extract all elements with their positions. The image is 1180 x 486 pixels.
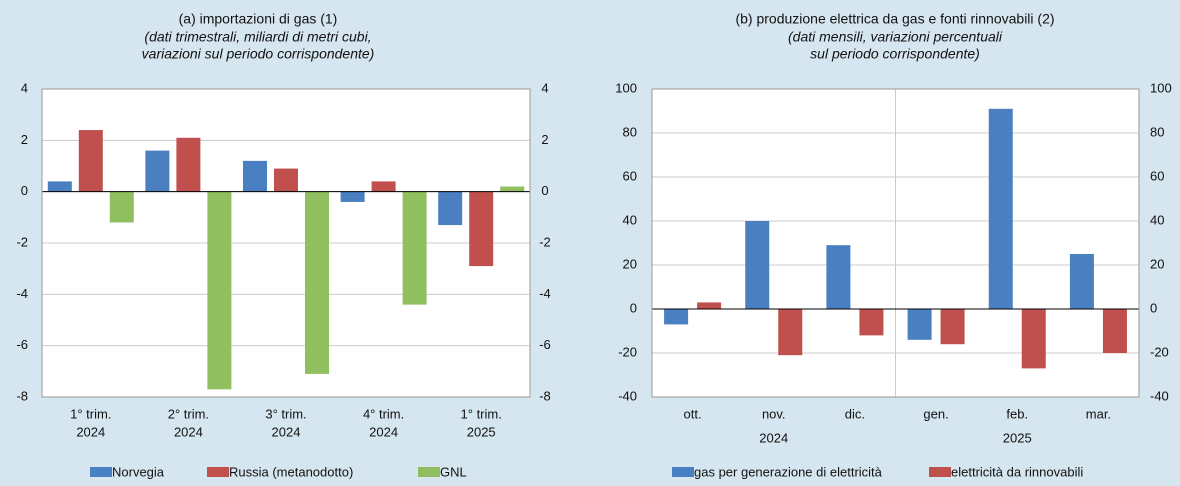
x-tick-label: gen. <box>923 406 948 421</box>
legend-swatch <box>418 467 440 477</box>
y-tick-label: -8 <box>16 388 28 403</box>
y2-tick-label: 100 <box>1150 80 1172 95</box>
legend-label: Russia (metanodotto) <box>229 464 353 479</box>
y-tick-label: 40 <box>623 212 637 227</box>
legend-swatch <box>672 467 694 477</box>
y-tick-label: -2 <box>16 234 28 249</box>
legend-swatch <box>207 467 229 477</box>
group-label: 2024 <box>759 430 788 445</box>
legend-swatch <box>90 467 112 477</box>
y-tick-label: 60 <box>623 168 637 183</box>
bar <box>243 160 267 192</box>
y-tick-label: -40 <box>618 388 637 403</box>
x-tick-label: feb. <box>1006 406 1028 421</box>
y2-tick-label: 0 <box>541 183 548 198</box>
bar <box>469 191 494 267</box>
bar <box>940 309 965 345</box>
y2-tick-label: -6 <box>539 337 551 352</box>
bar <box>145 150 170 192</box>
bar <box>47 181 72 192</box>
y-tick-label: 0 <box>630 300 637 315</box>
y-tick-label: -6 <box>16 337 28 352</box>
y2-tick-label: -40 <box>1150 388 1169 403</box>
x-tick-label: 2° trim. <box>168 406 209 421</box>
x-tick-label: ott. <box>684 406 702 421</box>
bar <box>207 191 232 390</box>
x-tick-label: 2024 <box>272 424 301 439</box>
y-tick-label: 100 <box>615 80 637 95</box>
y-tick-label: 2 <box>21 132 28 147</box>
bar <box>826 245 851 309</box>
group-label: 2025 <box>1003 430 1032 445</box>
bar <box>176 137 201 192</box>
y2-tick-label: 4 <box>541 80 548 95</box>
bar <box>109 191 134 223</box>
bar <box>402 191 427 305</box>
y2-tick-label: 0 <box>1150 300 1157 315</box>
x-tick-label: 4° trim. <box>363 406 404 421</box>
bar <box>697 302 722 309</box>
y2-tick-label: -20 <box>1150 344 1169 359</box>
bar <box>745 221 770 309</box>
bar <box>500 186 525 192</box>
x-tick-label: mar. <box>1086 406 1111 421</box>
legend-label: Norvegia <box>112 464 165 479</box>
chart-subtitle: (dati mensili, variazioni percentuali <box>788 29 1003 45</box>
y2-tick-label: -4 <box>539 286 551 301</box>
y2-tick-label: 2 <box>541 132 548 147</box>
legend-label: elettricità da rinnovabili <box>951 464 1083 479</box>
chart-title: (a) importazioni di gas (1) <box>179 11 338 27</box>
legend-swatch <box>929 467 951 477</box>
x-tick-label: 1° trim. <box>70 406 111 421</box>
bar <box>1069 254 1094 309</box>
bar <box>340 191 365 202</box>
y-tick-label: 0 <box>21 183 28 198</box>
bar <box>664 309 689 325</box>
x-tick-label: nov. <box>762 406 786 421</box>
bar <box>988 108 1013 309</box>
y2-tick-label: 40 <box>1150 212 1164 227</box>
chart-subtitle: sul periodo corrispondente) <box>810 46 980 62</box>
bar <box>1102 309 1127 353</box>
chart-subtitle: variazioni sul periodo corrispondente) <box>142 46 375 62</box>
x-tick-label: 2025 <box>467 424 496 439</box>
chart-title: (b) produzione elettrica da gas e fonti … <box>735 11 1054 27</box>
x-tick-label: dic. <box>845 406 865 421</box>
y2-tick-label: -8 <box>539 388 551 403</box>
y-tick-label: 20 <box>623 256 637 271</box>
bar <box>438 191 463 226</box>
y-tick-label: -20 <box>618 344 637 359</box>
x-tick-label: 2024 <box>174 424 203 439</box>
bar <box>1021 309 1046 369</box>
bar <box>78 130 103 192</box>
y-tick-label: 4 <box>21 80 28 95</box>
bar <box>274 168 298 192</box>
bar <box>907 309 932 340</box>
x-tick-label: 2024 <box>76 424 105 439</box>
chart-subtitle: (dati trimestrali, miliardi di metri cub… <box>144 29 371 45</box>
bar <box>371 181 396 192</box>
y2-tick-label: -2 <box>539 234 551 249</box>
x-tick-label: 3° trim. <box>265 406 306 421</box>
bar <box>778 309 803 356</box>
bar <box>305 191 329 374</box>
legend-label: gas per generazione di elettricità <box>694 464 883 479</box>
y2-tick-label: 80 <box>1150 124 1164 139</box>
y2-tick-label: 60 <box>1150 168 1164 183</box>
bar <box>859 309 884 336</box>
y-tick-label: 80 <box>623 124 637 139</box>
x-tick-label: 1° trim. <box>461 406 502 421</box>
plot-border <box>41 88 531 398</box>
x-tick-label: 2024 <box>369 424 398 439</box>
y2-tick-label: 20 <box>1150 256 1164 271</box>
y-tick-label: -4 <box>16 286 28 301</box>
legend-label: GNL <box>440 464 467 479</box>
plot-border <box>651 88 1140 398</box>
